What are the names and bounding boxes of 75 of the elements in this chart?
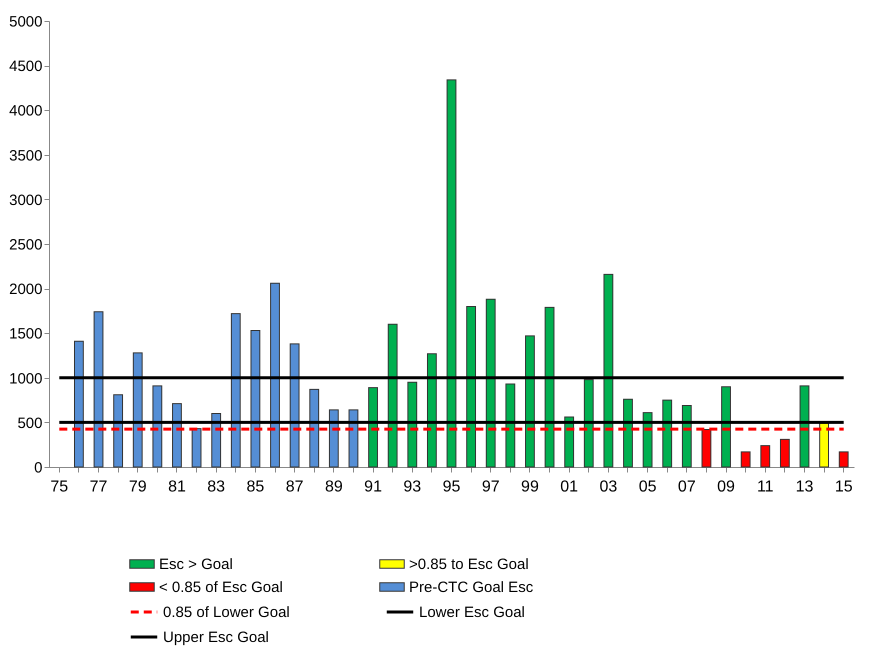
bar — [760, 445, 770, 468]
x-tick-label: 85 — [246, 478, 264, 496]
bar — [113, 394, 124, 468]
x-tick-label: 79 — [128, 478, 147, 496]
x-tick-label: 13 — [796, 478, 814, 496]
bar — [623, 398, 633, 468]
y-tick-label: 4000 — [9, 102, 42, 120]
x-tick-label: 93 — [403, 478, 422, 496]
bar — [740, 451, 751, 468]
bar — [819, 422, 830, 468]
bar — [309, 388, 320, 468]
bar — [662, 400, 672, 468]
x-tick-label: 15 — [834, 478, 853, 496]
bar — [407, 382, 418, 468]
bar — [388, 324, 398, 468]
bar — [368, 387, 378, 468]
bar — [466, 306, 476, 468]
x-tick-label: 03 — [599, 478, 618, 496]
y-tick-label: 2000 — [9, 281, 42, 298]
legend-label: Pre-CTC Goal Esc — [409, 579, 534, 596]
bar — [94, 311, 104, 468]
y-tick-label: 500 — [17, 414, 42, 432]
bar — [721, 386, 731, 468]
bar — [348, 409, 358, 468]
y-tick-label: 5000 — [9, 14, 42, 30]
y-tick-label: 2500 — [9, 236, 42, 254]
bar — [74, 340, 84, 468]
y-tick-label: 1500 — [9, 326, 42, 343]
legend-label: Upper Esc Goal — [163, 629, 269, 646]
x-tick-label: 77 — [90, 478, 108, 496]
legend-label: Lower Esc Goal — [419, 604, 525, 621]
x-tick-label: 95 — [442, 478, 460, 496]
bar — [642, 412, 653, 468]
bar — [584, 379, 594, 468]
bar — [328, 409, 339, 468]
bar — [838, 451, 849, 468]
legend-label: 0.85 of Lower Goal — [163, 604, 290, 621]
bar — [192, 428, 202, 468]
bar — [426, 353, 437, 468]
bar — [290, 343, 300, 468]
bar — [446, 79, 456, 468]
bar — [486, 298, 496, 468]
x-tick-label: 97 — [482, 478, 500, 496]
bar — [800, 385, 810, 468]
bar — [525, 335, 535, 468]
y-tick-label: 0 — [34, 460, 42, 476]
legend-label: < 0.85 of Esc Goal — [159, 579, 283, 596]
y-tick-label: 1000 — [9, 370, 42, 388]
x-tick-label: 07 — [678, 478, 696, 496]
x-tick-label: 99 — [521, 478, 539, 496]
x-tick-label: 87 — [286, 478, 304, 496]
bar — [152, 385, 162, 468]
bar — [780, 438, 790, 468]
x-tick-label: 75 — [50, 478, 68, 496]
x-tick-label: 83 — [207, 478, 226, 496]
bar — [270, 282, 280, 468]
bar — [544, 306, 554, 468]
bar — [505, 384, 516, 468]
legend-label: >0.85 to Esc Goal — [409, 556, 529, 573]
y-tick-label: 4500 — [9, 58, 42, 76]
legend-label: Esc > Goal — [159, 556, 233, 573]
bar — [603, 274, 614, 468]
x-tick-label: 89 — [324, 478, 343, 496]
x-tick-label: 05 — [638, 478, 657, 496]
x-tick-label: 11 — [756, 478, 774, 496]
y-tick-label: 3000 — [9, 192, 42, 209]
bar — [132, 352, 143, 468]
bar — [250, 330, 260, 468]
bar — [230, 313, 241, 468]
x-tick-label: 09 — [717, 478, 736, 496]
x-tick-label: 01 — [560, 478, 578, 496]
y-tick-label: 3500 — [9, 147, 42, 164]
x-tick-label: 91 — [364, 478, 382, 496]
bar — [172, 403, 182, 468]
x-tick-label: 81 — [168, 478, 186, 496]
